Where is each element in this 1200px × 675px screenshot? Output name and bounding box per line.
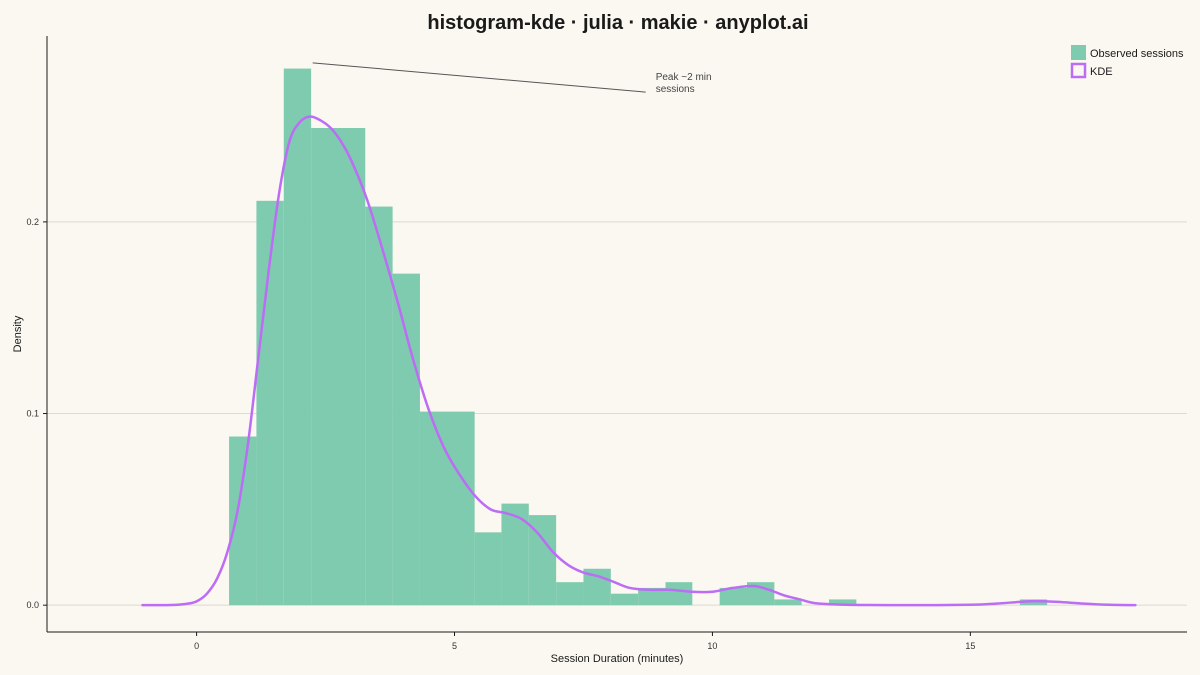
y-tick-label: 0.2: [26, 217, 39, 227]
legend-swatch-observed-sessions: [1071, 45, 1086, 60]
y-tick-label: 0.1: [26, 409, 39, 419]
histogram-bars: [229, 68, 1048, 606]
grid-lines: [47, 221, 1187, 606]
annotation-leader-line: [312, 62, 646, 93]
annotation-line-1: Peak ~2 min: [656, 72, 712, 83]
histogram-bar: [774, 599, 802, 606]
annotation-text: Peak ~2 min sessions: [656, 72, 715, 95]
histogram-bar: [556, 582, 584, 606]
legend-label-observed-sessions: Observed sessions: [1090, 48, 1184, 60]
x-tick-label: 0: [194, 641, 199, 651]
histogram-bar: [501, 503, 529, 606]
kde-series: [141, 115, 1137, 607]
x-tick-label: 15: [965, 641, 975, 651]
kde-line: [141, 115, 1137, 607]
legend: Observed sessions KDE: [1070, 45, 1184, 79]
axis-ticks: 0 5 10 15 0.0 0.1 0.2: [26, 217, 975, 651]
histogram-bar: [229, 436, 257, 606]
histogram-bar: [638, 587, 666, 606]
histogram-bar: [311, 127, 366, 606]
y-axis-label: Density: [12, 315, 24, 352]
histogram-bar: [610, 593, 639, 606]
histogram-bar: [474, 532, 502, 606]
histogram-bar: [392, 273, 420, 606]
x-axis-label: Session Duration (minutes): [551, 653, 684, 665]
y-tick-label: 0.0: [26, 600, 39, 610]
annotation-line-2: sessions: [656, 84, 695, 95]
histogram-bar: [419, 411, 475, 606]
histogram-bar: [746, 582, 775, 606]
chart-title: histogram-kde · julia · makie · anyplot.…: [427, 12, 808, 34]
histogram-bar: [283, 68, 312, 606]
histogram-bar: [665, 582, 693, 606]
legend-label-kde: KDE: [1090, 66, 1113, 78]
histogram-bar: [829, 599, 857, 606]
histogram-bar: [719, 587, 747, 606]
legend-swatch-kde: [1070, 62, 1087, 79]
x-tick-label: 5: [452, 641, 457, 651]
axes: [46, 36, 1187, 633]
histogram-bar: [365, 206, 393, 606]
x-tick-label: 10: [707, 641, 717, 651]
peak-annotation: Peak ~2 min sessions: [312, 62, 715, 95]
